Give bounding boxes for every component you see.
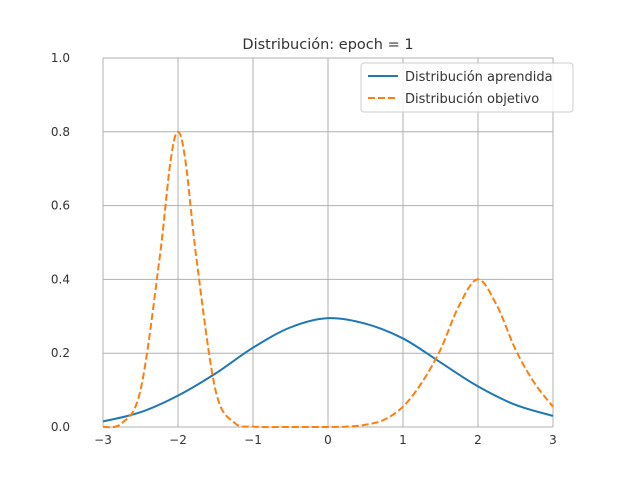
x-tick-label: −1: [244, 433, 262, 447]
chart-title: Distribución: epoch = 1: [242, 37, 413, 53]
x-tick-label: −3: [94, 433, 112, 447]
y-tick-label: 0.0: [51, 420, 70, 434]
legend-label-target: Distribución objetivo: [405, 92, 539, 107]
x-tick-label: 2: [474, 433, 482, 447]
y-tick-label: 0.8: [51, 125, 70, 139]
y-tick-label: 1.0: [51, 51, 70, 65]
legend-box: [360, 62, 574, 113]
x-tick-label: 1: [399, 433, 407, 447]
legend-label-learned: Distribución aprendida: [405, 70, 553, 85]
x-tick-label: −2: [169, 433, 187, 447]
tick-labels: −3 −2 −1 0 1 2 3 0.0 0.2 0.4 0.6 0.8 1.0: [51, 51, 557, 447]
series-group: [102, 130, 554, 429]
x-tick-label: 0: [324, 433, 332, 447]
legend: Distribución aprendida Distribución obje…: [360, 62, 574, 113]
series-line-learned: [102, 317, 554, 423]
x-tick-label: 3: [549, 433, 557, 447]
y-tick-label: 0.4: [51, 272, 70, 286]
series-line-target: [102, 130, 554, 429]
y-tick-label: 0.6: [51, 199, 70, 213]
y-tick-label: 0.2: [51, 346, 70, 360]
